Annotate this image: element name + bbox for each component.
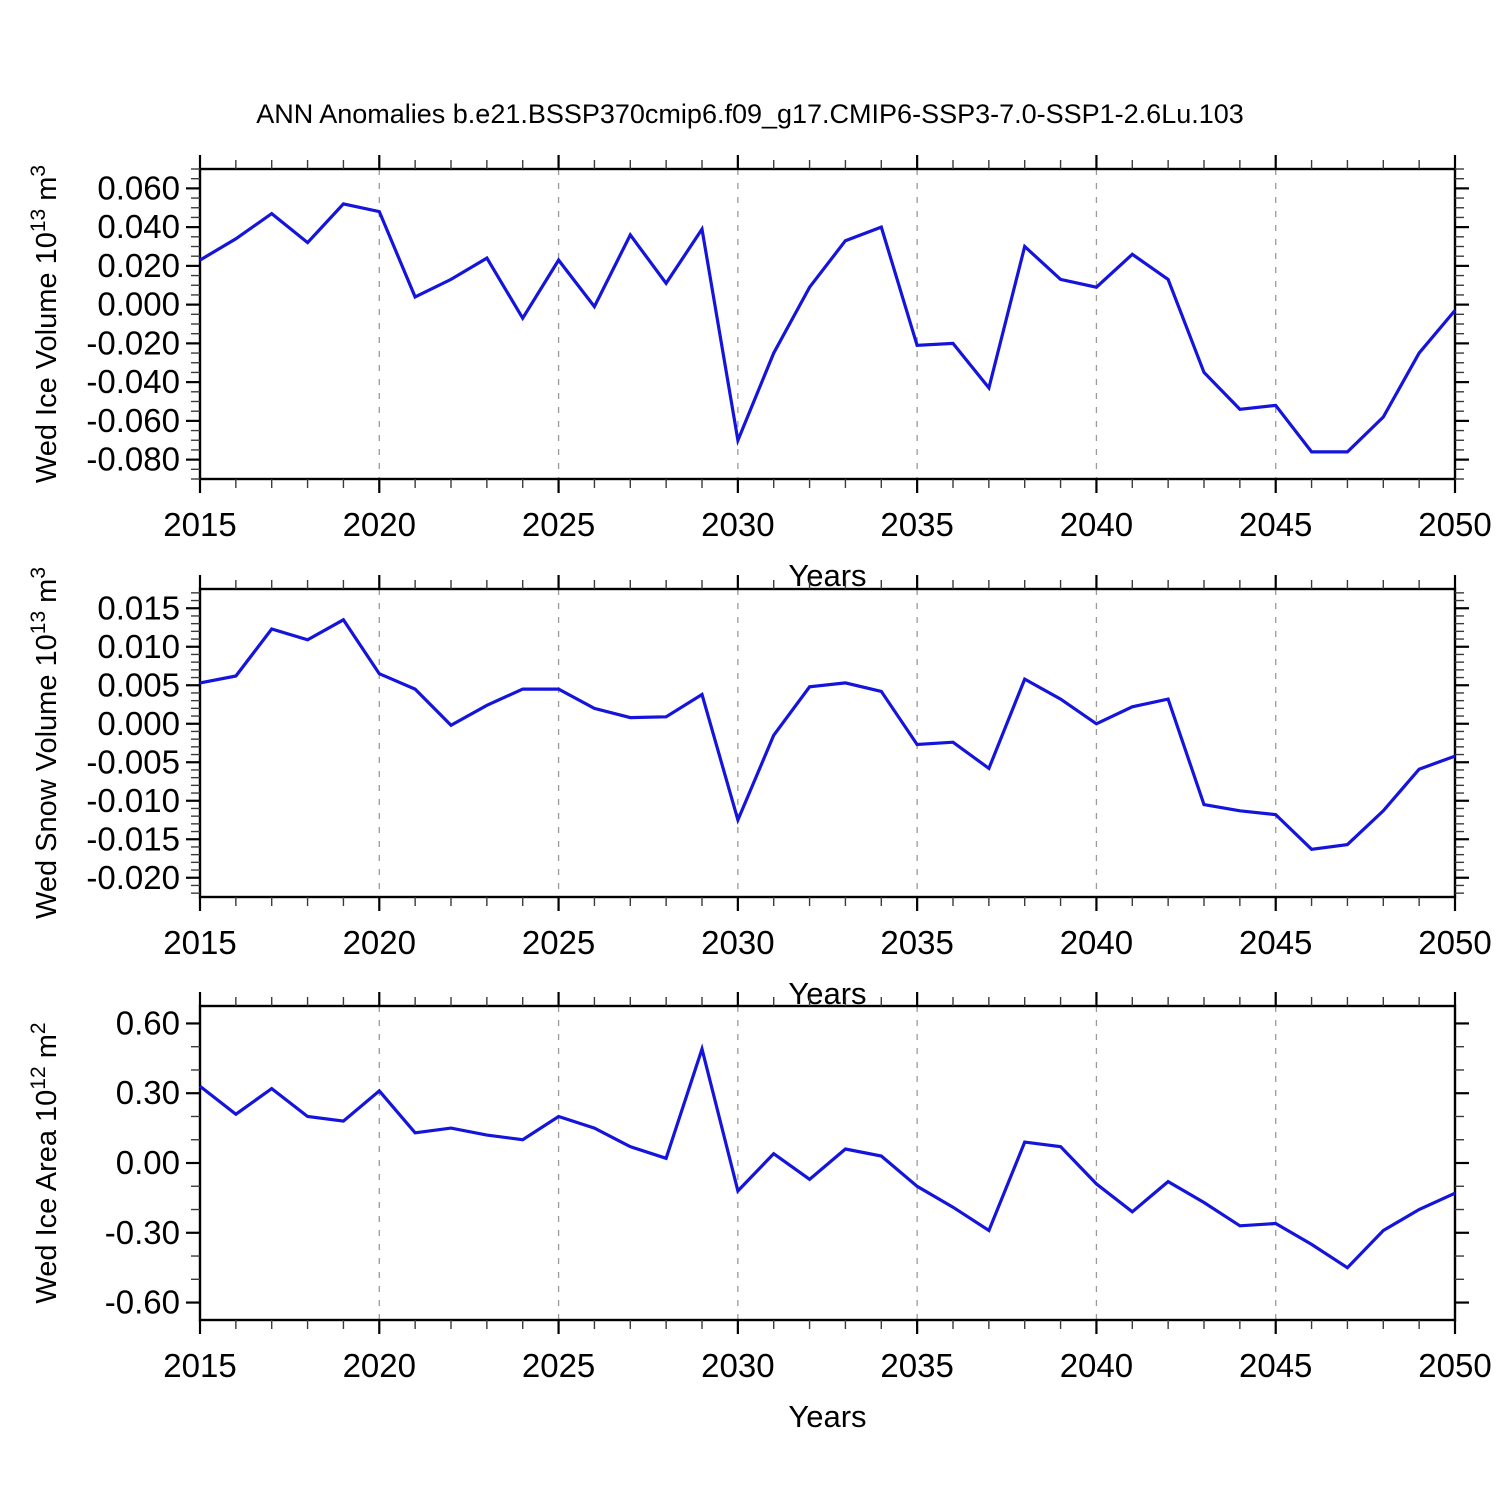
subplot-wed-ice-area: 0.60 0.30 0.00 -0.30 -0.60 2015 2020 2025 2030 20…	[27, 992, 1492, 1434]
x-tick-label: 2035	[880, 506, 953, 543]
y-tick-label: -0.020	[86, 859, 180, 896]
x-tick-label: 2050	[1418, 1347, 1491, 1384]
x-tick-label: 2030	[701, 1347, 774, 1384]
x-tick-label: 2035	[880, 924, 953, 961]
y-tick-label: 0.00	[116, 1144, 180, 1181]
y-axis-title: Wed Snow Volume 1013 m3	[27, 567, 63, 919]
x-tick-label: 2025	[522, 506, 595, 543]
y-tick-label: -0.060	[86, 402, 180, 439]
x-tick-label: 2050	[1418, 924, 1491, 961]
x-tick-label: 2040	[1060, 924, 1133, 961]
subplot-wed-ice-volume: 0.0600.0400.0200.000-0.020-0.040-0.060-0…	[27, 155, 1492, 593]
x-tick-label: 2030	[701, 506, 774, 543]
x-tick-label: 2025	[522, 1347, 595, 1384]
y-tick-label: 0.000	[97, 705, 180, 742]
x-tick-label: 2050	[1418, 506, 1491, 543]
x-tick-label: 2025	[522, 924, 595, 961]
x-tick-label: 2045	[1239, 506, 1312, 543]
data-line-wed-ice-volume	[199, 202, 1457, 454]
plot-border	[198, 587, 1457, 899]
y-tick-label: 0.015	[97, 589, 180, 626]
x-axis-title: Years	[788, 558, 866, 593]
x-tick-label: 2035	[880, 1347, 953, 1384]
x-tick-label: 2020	[343, 924, 416, 961]
y-axis-title: Wed Ice Volume 1013 m3	[27, 165, 63, 483]
y-tick-label: -0.005	[86, 743, 180, 780]
chart-title: ANN Anomalies b.e21.BSSP370cmip6.f09_g17…	[256, 99, 1244, 129]
y-tick-label: 0.60	[116, 1004, 180, 1041]
y-tick-label: 0.060	[97, 169, 180, 206]
y-tick-label: -0.015	[86, 820, 180, 857]
y-tick-label: 0.010	[97, 628, 180, 665]
y-tick-label: 0.005	[97, 666, 180, 703]
x-tick-label: 2015	[163, 506, 236, 543]
y-tick-label: 0.020	[97, 247, 180, 284]
y-tick-label: 0.040	[97, 208, 180, 245]
data-line-wed-ice-area	[199, 1043, 1456, 1270]
y-tick-label: 0.30	[116, 1074, 180, 1111]
x-axis-title: Years	[788, 1399, 866, 1434]
x-tick-label: 2030	[701, 924, 774, 961]
x-tick-label: 2020	[343, 506, 416, 543]
x-tick-label: 2020	[343, 1347, 416, 1384]
y-tick-label: -0.60	[105, 1284, 180, 1321]
subplot-wed-snow-volume: 0.0150.0100.0050.000-0.005-0.010-0.015-0…	[27, 567, 1492, 1011]
x-tick-label: 2045	[1239, 1347, 1312, 1384]
x-tick-label: 2015	[163, 924, 236, 961]
x-tick-label: 2015	[163, 1347, 236, 1384]
y-tick-label: 0.000	[97, 286, 180, 323]
y-tick-label: -0.020	[86, 324, 180, 361]
x-tick-label: 2045	[1239, 924, 1312, 961]
x-tick-label: 2040	[1060, 1347, 1133, 1384]
y-tick-label: -0.30	[105, 1214, 180, 1251]
y-tick-label: -0.080	[86, 441, 180, 478]
x-tick-label: 2040	[1060, 506, 1133, 543]
y-axis-title: Wed Ice Area 1012 m2	[27, 1022, 63, 1303]
y-tick-label: -0.010	[86, 782, 180, 819]
plot-border	[198, 167, 1457, 481]
y-tick-label: -0.040	[86, 363, 180, 400]
data-line-wed-snow-volume	[199, 617, 1456, 851]
